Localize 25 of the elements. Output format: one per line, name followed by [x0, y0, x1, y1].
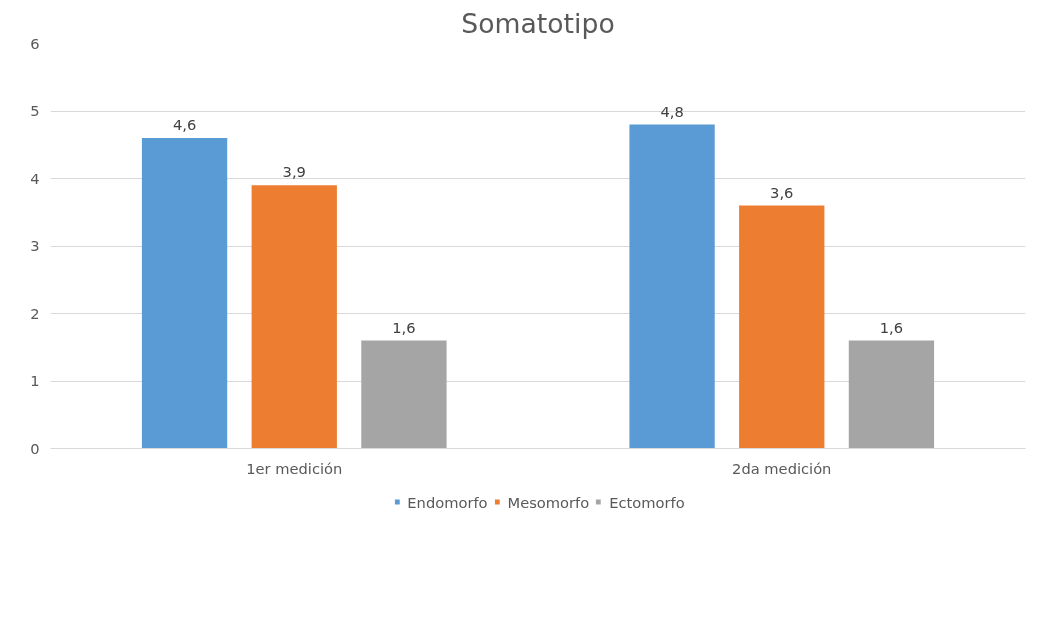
y-tick-label: 2: [30, 304, 40, 322]
bar: [629, 124, 715, 449]
bar: [141, 138, 228, 449]
data-label: 1,6: [879, 318, 904, 336]
data-label: 4,8: [660, 102, 684, 120]
x-tick-label: 1er medición: [246, 459, 343, 477]
y-tick-label: 4: [30, 169, 40, 187]
y-tick-label: 6: [30, 34, 40, 52]
legend-label: Mesomorfo: [507, 493, 590, 510]
data-label: 3,6: [770, 183, 794, 201]
chart-title: Somatotipo: [461, 7, 615, 39]
y-tick-label: 0: [30, 439, 40, 457]
bar: [251, 185, 337, 449]
data-label: 1,6: [392, 318, 416, 336]
bar: [848, 340, 935, 449]
y-tick-label: 5: [30, 102, 40, 119]
y-tick-label: 3: [30, 237, 40, 254]
legend-label: Ectomorfo: [609, 493, 685, 510]
legend-label: Endomorfo: [407, 493, 488, 510]
y-tick-label: 1: [30, 372, 40, 389]
bar: [361, 340, 447, 449]
bar: [739, 205, 825, 449]
x-tick-label: 2da medición: [732, 459, 832, 477]
data-label: 4,6: [172, 116, 197, 133]
data-label: 3,9: [282, 163, 306, 181]
